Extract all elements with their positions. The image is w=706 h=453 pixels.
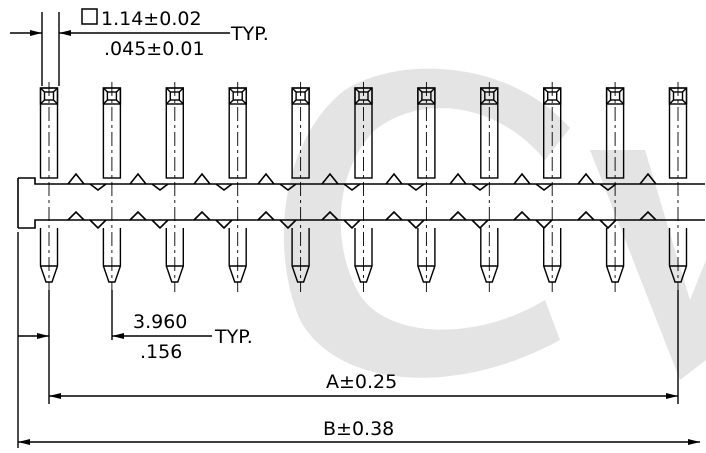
square-symbol-icon [81, 8, 98, 25]
pins [39, 82, 688, 292]
span-b-dimension: B±0.38 [18, 418, 700, 445]
pin [480, 82, 499, 292]
span-a-label: A±0.25 [326, 371, 397, 393]
pin-size-metric: 1.14±0.02 [101, 8, 202, 30]
span-b-label: B±0.38 [323, 418, 394, 440]
pin-size-dimension: 1.14±0.02 .045±0.01 TYP. [10, 8, 269, 86]
pin [39, 82, 59, 292]
pitch-metric: 3.960 [133, 311, 187, 333]
pin-size-typ: TYP. [230, 23, 269, 45]
housing [17, 172, 705, 230]
pin [605, 82, 625, 292]
pin [228, 82, 247, 292]
pin [291, 82, 310, 292]
span-a-dimension: A±0.25 [49, 290, 679, 404]
pitch-imperial: .156 [140, 341, 182, 363]
pin [354, 82, 373, 292]
pin [668, 82, 688, 292]
housing-top-notches [67, 172, 657, 191]
pitch-typ: TYP. [214, 326, 253, 348]
pin [165, 82, 185, 292]
pin [417, 82, 436, 292]
watermark [283, 68, 706, 380]
housing-top-edge [18, 177, 705, 185]
housing-bottom-edge [18, 219, 705, 229]
pin [102, 82, 122, 292]
housing-bottom-notches [67, 210, 657, 230]
pitch-dimension: 3.960 .156 TYP. [17, 232, 253, 448]
pin [543, 82, 562, 292]
pin-size-imperial: .045±0.01 [104, 38, 205, 60]
